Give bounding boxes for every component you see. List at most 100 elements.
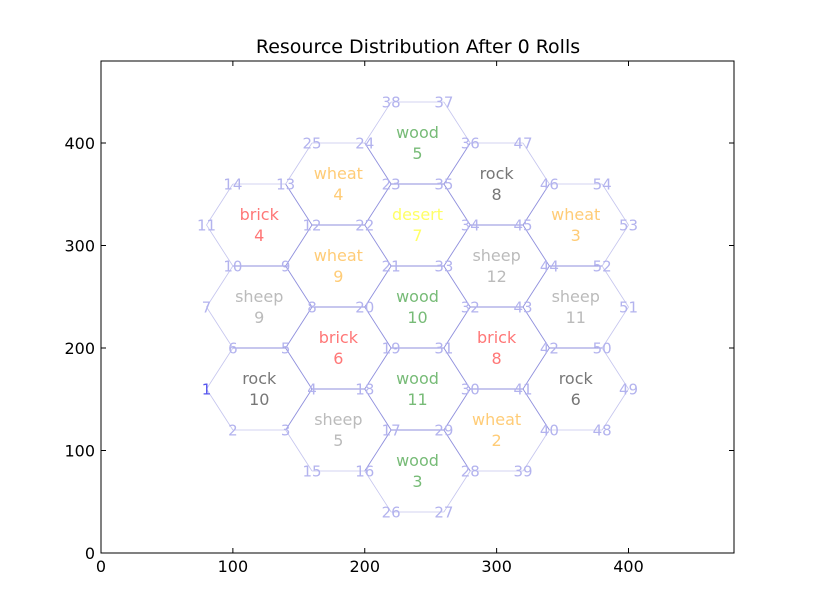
hex-edge [522, 388, 550, 431]
hex-labels: wood5wheat4rock8brick4desert7wheat3wheat… [235, 123, 600, 491]
hex-tile-wood: wood 3 [396, 451, 439, 491]
hex-tile-rock: rock 6 [559, 369, 594, 409]
vertex-label: 40 [540, 422, 559, 440]
vertex-label: 51 [619, 299, 638, 317]
hex-resource-label: wheat [551, 205, 600, 224]
hex-tile-brick: brick 4 [240, 205, 280, 245]
vertex-label: 3 [281, 422, 291, 440]
hex-resource-label: rock [242, 369, 277, 388]
axes: 0 100 200 300 400 0 100 200 300 400 [64, 61, 734, 576]
vertex-label: 34 [461, 217, 480, 235]
chart-title: Resource Distribution After 0 Rolls [256, 36, 580, 58]
hex-tile-wood: wood 10 [396, 287, 439, 327]
vertex-label: 14 [223, 176, 242, 194]
hex-tile-sheep: sheep 12 [472, 246, 520, 286]
hex-resource-label: rock [480, 164, 515, 183]
hex-tile-wheat: wheat 4 [314, 164, 363, 204]
y-tick-label: 0 [85, 544, 95, 563]
hex-edge [443, 429, 471, 472]
hex-edge [522, 265, 550, 308]
vertex-label: 26 [382, 504, 401, 522]
hex-edge [285, 183, 313, 226]
vertex-label: 20 [355, 299, 374, 317]
hex-number-label: 2 [492, 431, 502, 450]
hex-edge [285, 142, 313, 185]
hex-edge [285, 306, 313, 349]
hex-resource-label: wood [396, 287, 439, 306]
hex-edge [364, 388, 392, 431]
hex-edge [443, 347, 471, 390]
hex-tile-wheat: wheat 2 [472, 410, 521, 450]
vertex-label: 12 [302, 217, 321, 235]
hex-tile-rock: rock 8 [480, 164, 515, 204]
hex-number-label: 3 [412, 472, 422, 491]
hex-resource-label: wood [396, 451, 439, 470]
hex-number-label: 6 [571, 390, 581, 409]
hex-edge [206, 183, 234, 226]
vertex-label: 8 [307, 299, 317, 317]
hex-edges [206, 101, 629, 513]
hex-resource-label: brick [240, 205, 280, 224]
hex-edge [443, 388, 471, 431]
vertex-label: 54 [593, 176, 612, 194]
vertex-label: 53 [619, 217, 638, 235]
hex-edge [285, 265, 313, 308]
hex-edge [443, 306, 471, 349]
hex-edge [601, 388, 629, 431]
hex-resource-label: brick [319, 328, 359, 347]
hex-number-label: 6 [333, 349, 343, 368]
hex-resource-label: wheat [314, 164, 363, 183]
hex-edge [601, 265, 629, 308]
vertex-label: 13 [276, 176, 295, 194]
hex-edge [443, 224, 471, 267]
hex-number-label: 8 [492, 185, 502, 204]
hex-tile-wood: wood 5 [396, 123, 439, 163]
hex-tile-sheep: sheep 9 [235, 287, 283, 327]
hex-resource-label: rock [559, 369, 594, 388]
vertex-label: 11 [197, 217, 216, 235]
hex-number-label: 10 [249, 390, 269, 409]
hex-number-label: 5 [333, 431, 343, 450]
hex-edge [364, 224, 392, 267]
hex-number-label: 3 [571, 226, 581, 245]
vertex-label: 47 [513, 135, 532, 153]
hex-tile-sheep: sheep 11 [552, 287, 600, 327]
hex-edge [522, 224, 550, 267]
vertex-label: 31 [434, 340, 453, 358]
hex-edge [364, 429, 392, 472]
hex-resource-label: wheat [314, 246, 363, 265]
vertex-label: 43 [513, 299, 532, 317]
hex-edge [364, 306, 392, 349]
vertex-label: 33 [434, 258, 453, 276]
hex-number-label: 11 [407, 390, 427, 409]
hex-edge [206, 347, 234, 390]
hex-edge [206, 388, 234, 431]
hex-number-label: 7 [412, 226, 422, 245]
hex-edge [522, 142, 550, 185]
x-tick-label: 100 [218, 557, 249, 576]
vertex-label: 4 [307, 381, 317, 399]
y-tick-label: 100 [64, 442, 95, 461]
hex-edge [364, 183, 392, 226]
hex-number-label: 11 [566, 308, 586, 327]
vertex-label: 44 [540, 258, 559, 276]
vertex-label: 38 [382, 94, 401, 112]
hex-edge [285, 429, 313, 472]
vertex-label: 24 [355, 135, 374, 153]
vertex-label: 52 [593, 258, 612, 276]
hex-edge [443, 101, 471, 144]
y-tick-label: 300 [64, 237, 95, 256]
vertex-label: 42 [540, 340, 559, 358]
hex-tile-wheat: wheat 9 [314, 246, 363, 286]
hex-resource-label: sheep [552, 287, 600, 306]
vertex-label: 21 [382, 258, 401, 276]
hex-edge [206, 224, 234, 267]
hex-edge [443, 183, 471, 226]
hex-number-label: 5 [412, 144, 422, 163]
vertex-label: 9 [281, 258, 291, 276]
vertex-label: 15 [302, 463, 321, 481]
vertex-label: 19 [382, 340, 401, 358]
hex-edge [443, 142, 471, 185]
